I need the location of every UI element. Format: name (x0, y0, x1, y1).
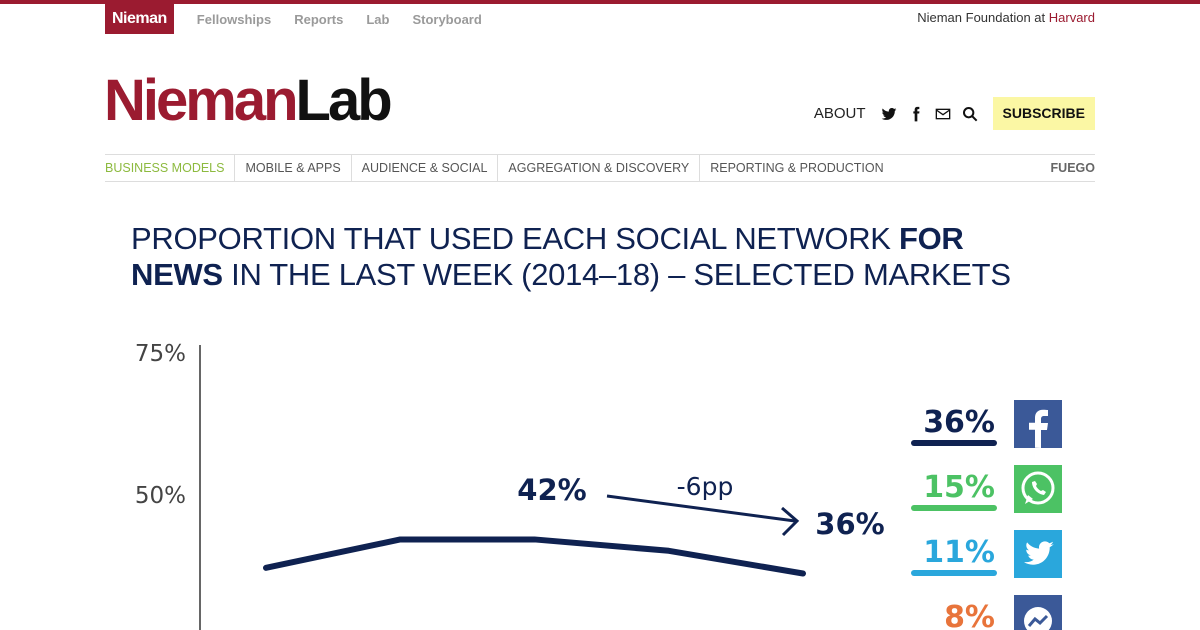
section-fuego[interactable]: FUEGO (1050, 161, 1095, 175)
search-icon[interactable] (961, 105, 979, 123)
harvard-link[interactable]: Harvard (1048, 10, 1095, 25)
legend-value-facebook: 36% (923, 405, 995, 440)
whatsapp-bubble (1021, 471, 1055, 505)
logo-lab: Lab (295, 68, 393, 133)
section-business-models[interactable]: BUSINESS MODELS (105, 161, 225, 175)
twitter-bird (1024, 541, 1054, 565)
section-aggregation-discovery[interactable]: AGGREGATION & DISCOVERY (497, 155, 699, 181)
about-link[interactable]: ABOUT (813, 105, 866, 122)
change-label: -6pp (677, 472, 734, 501)
facebook-series-line (263, 536, 806, 577)
top-link-reports[interactable]: Reports (294, 11, 344, 27)
y-tick-label: 50% (135, 483, 186, 509)
section-audience-social[interactable]: AUDIENCE & SOCIAL (350, 155, 498, 181)
chart-title-part1: PROPORTION THAT USED EACH SOCIAL NETWORK (131, 221, 899, 256)
legend-value-messenger: 8% (944, 600, 995, 630)
legend-bar-whatsapp (911, 505, 997, 511)
facebook-glyph (1029, 409, 1048, 448)
twitter-icon (1024, 541, 1054, 565)
section-reporting-production[interactable]: REPORTING & PRODUCTION (699, 155, 893, 181)
facebook-icon (1029, 409, 1048, 448)
envelope-icon[interactable] (934, 105, 952, 123)
section-nav: BUSINESS MODELS MOBILE & APPS AUDIENCE &… (105, 154, 1095, 182)
utility-bar: ABOUT SUBSCRIBE (814, 97, 1095, 130)
top-link-lab[interactable]: Lab (366, 11, 390, 27)
messenger-icon (1024, 607, 1052, 630)
facebook-icon[interactable] (907, 105, 925, 123)
chart-title-bold2: NEWS (131, 257, 223, 292)
top-accent-rule (0, 0, 1200, 4)
legend-bar-twitter (911, 570, 997, 576)
legend-bar-facebook (911, 440, 997, 446)
whatsapp-tail (1025, 495, 1033, 504)
site-logo[interactable]: NiemanLab (104, 72, 393, 130)
top-link-fellowships[interactable]: Fellowships (196, 11, 272, 27)
chart-title-part2: IN THE LAST WEEK (2014–18) – SELECTED MA… (222, 257, 1011, 292)
end-value-label: 36% (815, 507, 884, 541)
nieman-home-tab[interactable]: Nieman (105, 4, 174, 34)
foundation-prefix: Nieman Foundation at (917, 10, 1049, 25)
legend-value-whatsapp: 15% (923, 470, 995, 505)
peak-value-label: 42% (517, 473, 586, 507)
whatsapp-phone (1032, 481, 1046, 495)
foundation-credit: Nieman Foundation at Harvard (917, 10, 1095, 25)
legend-value-twitter: 11% (923, 535, 995, 570)
section-mobile-apps[interactable]: MOBILE & APPS (234, 155, 350, 181)
logo-nieman: Nieman (104, 68, 299, 133)
whatsapp-icon (1021, 471, 1055, 505)
subscribe-button[interactable]: SUBSCRIBE (992, 97, 1095, 130)
chart-title-bold1: FOR (898, 221, 964, 256)
y-tick-label: 75% (135, 341, 186, 367)
change-arrow-shaft (606, 494, 796, 523)
top-nav: Nieman Fellowships Reports Lab Storyboar… (105, 4, 482, 34)
messenger-bolt (1027, 614, 1049, 627)
chart-title: PROPORTION THAT USED EACH SOCIAL NETWORK… (131, 221, 1061, 293)
top-link-storyboard[interactable]: Storyboard (412, 11, 482, 27)
twitter-icon[interactable] (880, 105, 898, 123)
change-arrow-head (781, 506, 800, 537)
